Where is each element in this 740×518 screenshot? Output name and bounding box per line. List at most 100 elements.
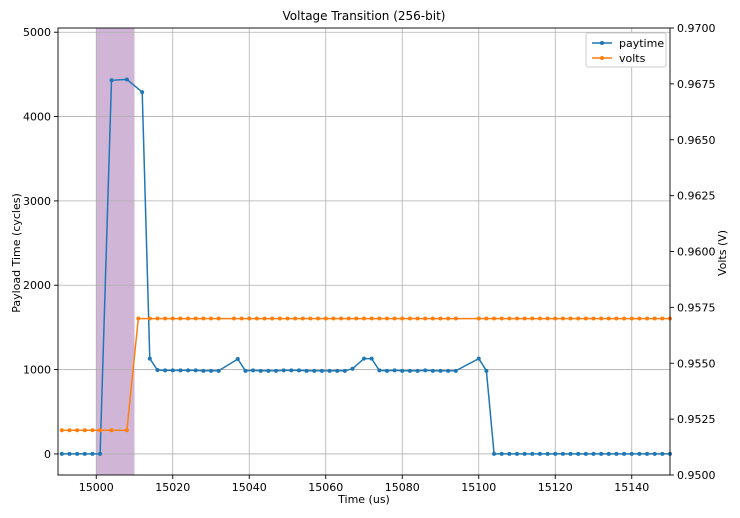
data-point-volts [438,316,443,321]
data-point-volts [90,428,95,433]
data-point-paytime [304,368,309,373]
y-left-tick-label: 4000 [23,111,51,124]
data-point-paytime [622,451,627,456]
data-point-volts [193,316,198,321]
data-point-volts [323,316,328,321]
data-point-paytime [476,356,481,361]
data-point-volts [170,316,175,321]
data-point-volts [300,316,305,321]
data-point-paytime [342,368,347,373]
legend: paytime volts [585,32,667,68]
data-point-paytime [614,451,619,456]
data-point-volts [239,316,244,321]
data-point-volts [316,316,321,321]
data-point-volts [591,316,596,321]
data-point-volts [576,316,581,321]
data-point-volts [231,316,236,321]
data-point-paytime [545,451,550,456]
data-point-paytime [576,451,581,456]
data-point-volts [308,316,313,321]
data-point-volts [285,316,290,321]
data-point-paytime [216,368,221,373]
data-point-volts [346,316,351,321]
data-point-volts [537,316,542,321]
data-point-paytime [591,451,596,456]
data-point-paytime [312,368,317,373]
data-point-paytime [209,368,213,373]
data-point-paytime [82,451,87,456]
data-point-volts [392,316,397,321]
y-right-tick-label: 0.9600 [677,246,716,259]
y-left-tick-label: 1000 [23,364,51,377]
data-point-paytime [235,357,240,362]
data-point-paytime [98,451,103,456]
data-point-volts [407,316,412,321]
data-point-volts [515,316,519,321]
data-point-paytime [350,366,355,371]
data-point-volts [201,316,206,321]
data-point-paytime [251,368,256,373]
data-point-volts [430,316,435,321]
data-point-paytime [243,368,248,373]
data-point-volts [660,316,665,321]
x-axis-title: Time (us) [337,493,390,506]
series-paytime [59,77,672,456]
data-point-paytime [327,368,332,373]
y-right-tick-label: 0.9675 [677,78,716,91]
data-point-paytime [274,368,279,373]
highlight-span-layer [96,28,135,475]
data-point-paytime [423,368,428,373]
data-point-volts [155,316,160,321]
data-point-volts [400,316,405,321]
data-point-volts [354,316,359,321]
data-point-paytime [492,451,497,456]
plot-background [58,28,670,475]
data-point-paytime [522,451,527,456]
data-point-paytime [362,356,366,361]
x-tick-label: 15100 [461,481,496,494]
data-point-volts [507,316,512,321]
data-point-volts [67,428,72,433]
data-point-paytime [319,368,324,373]
data-point-paytime [369,356,374,361]
data-point-paytime [629,451,634,456]
data-point-volts [98,428,103,433]
data-point-volts [124,428,129,433]
data-point-paytime [560,451,565,456]
data-point-volts [568,316,573,321]
data-point-volts [75,428,80,433]
data-point-volts [484,316,489,321]
data-point-volts [583,316,588,321]
data-point-volts [476,316,481,321]
data-point-volts [262,316,267,321]
data-point-paytime [377,368,382,373]
data-point-volts [209,316,213,321]
x-tick-label: 15120 [538,481,573,494]
data-point-paytime [147,356,152,361]
data-point-paytime [446,368,451,373]
series-layer [59,77,672,456]
data-point-volts [136,316,141,321]
y-left-tick-label: 0 [44,448,51,461]
data-point-paytime [59,451,64,456]
plot-area [58,28,670,475]
data-point-volts [147,316,152,321]
data-point-volts [369,316,374,321]
data-point-volts [453,316,458,321]
data-point-volts [622,316,627,321]
data-point-paytime [170,368,175,373]
data-point-volts [645,316,650,321]
data-point-paytime [660,451,665,456]
data-point-paytime [392,368,397,373]
y-right-axis-title: Volts (V) [716,230,729,276]
data-point-paytime [637,451,642,456]
data-point-volts [186,316,191,321]
data-point-paytime [289,368,294,373]
data-point-paytime [415,368,420,373]
data-point-paytime [530,451,535,456]
data-point-volts [277,316,282,321]
data-point-paytime [258,368,263,373]
data-point-paytime [335,368,340,373]
chart-title: Voltage Transition (256-bit) [283,9,446,23]
